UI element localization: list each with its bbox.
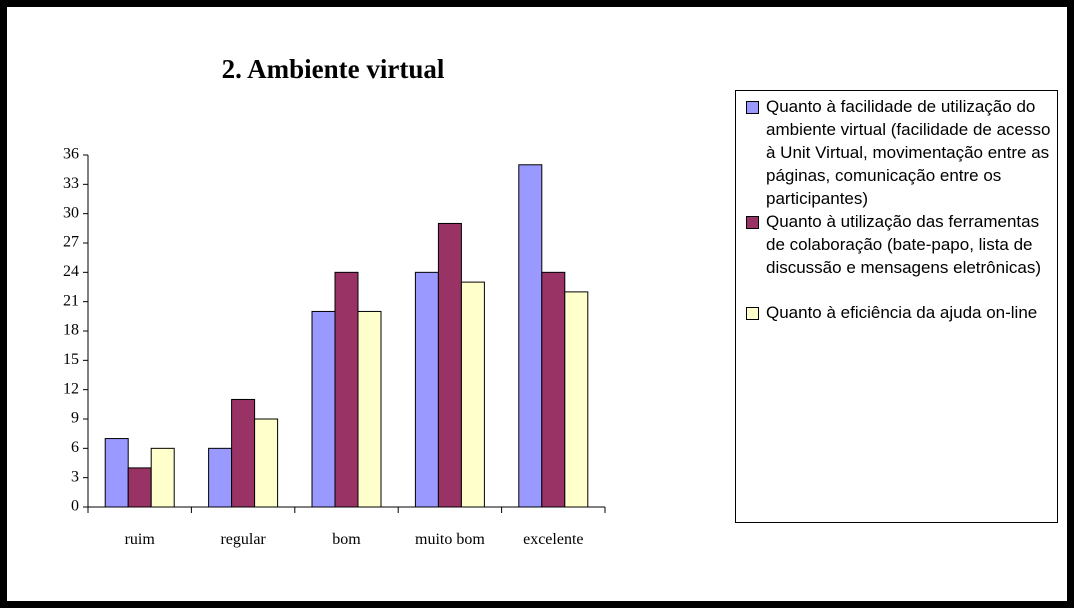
bar: [311, 310, 336, 508]
bar: [231, 398, 256, 508]
x-tick-label: bom: [332, 531, 361, 548]
legend-item: Quanto à utilização das ferramentas de c…: [746, 210, 1055, 279]
legend-item: Quanto à eficiência da ajuda on-line: [746, 301, 1055, 324]
bar: [357, 310, 382, 508]
y-tick-label: 3: [71, 468, 79, 485]
bar: [460, 281, 485, 508]
y-tick-label: 30: [63, 204, 79, 221]
bar: [334, 271, 359, 508]
chart-title: 2. Ambiente virtual: [222, 54, 445, 84]
y-tick-label: 24: [63, 263, 79, 280]
y-tick-label: 27: [63, 234, 79, 251]
legend-swatch: [746, 101, 759, 114]
x-tick-label: excelente: [523, 531, 584, 548]
y-tick-label: 36: [63, 146, 79, 163]
legend-swatch: [746, 307, 759, 320]
legend-item: Quanto à facilidade de utilização do amb…: [746, 95, 1055, 210]
bar: [541, 271, 566, 508]
legend-label: Quanto à utilização das ferramentas de c…: [766, 212, 1041, 277]
bar: [254, 418, 279, 508]
y-tick-label: 33: [63, 175, 79, 192]
legend-swatch: [746, 216, 759, 229]
y-tick-label: 9: [71, 410, 79, 427]
bar: [127, 467, 152, 508]
y-tick-label: 15: [63, 351, 79, 368]
y-tick-label: 0: [71, 498, 79, 515]
x-tick-label: ruim: [124, 531, 155, 548]
y-tick-label: 18: [63, 322, 79, 339]
bar: [208, 447, 233, 508]
x-tick-label: muito bom: [415, 531, 485, 548]
y-tick-label: 21: [63, 292, 79, 309]
bar: [518, 164, 543, 508]
bar: [564, 291, 589, 508]
bar: [437, 222, 462, 508]
y-tick-label: 12: [63, 380, 79, 397]
bar: [150, 447, 175, 508]
legend-label: Quanto à eficiência da ajuda on-line: [766, 303, 1038, 322]
bar: [104, 438, 129, 508]
legend: Quanto à facilidade de utilização do amb…: [735, 90, 1058, 523]
bar: [414, 271, 439, 508]
legend-label: Quanto à facilidade de utilização do amb…: [766, 97, 1051, 208]
y-tick-label: 6: [71, 439, 79, 456]
x-tick-label: regular: [220, 531, 266, 548]
